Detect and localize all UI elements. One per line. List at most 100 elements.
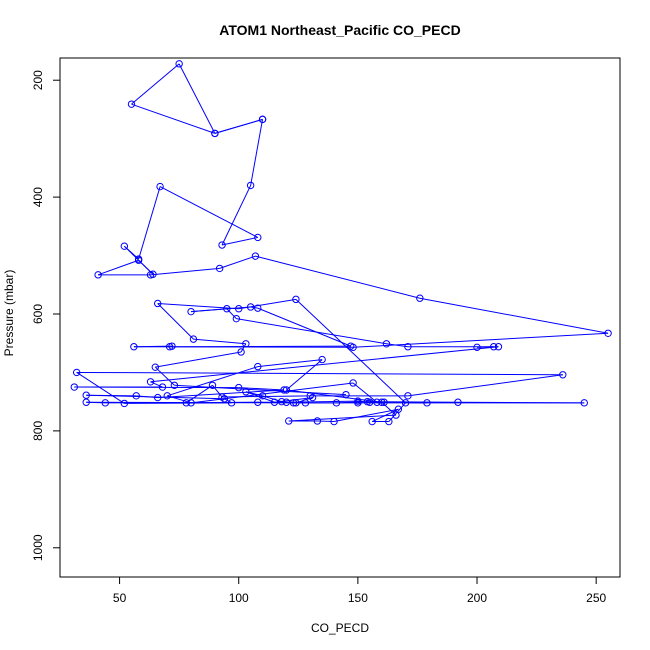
data-point (251, 252, 260, 260)
data-point (454, 398, 462, 406)
data-point (490, 343, 498, 351)
series-line-segment (236, 318, 387, 345)
data-point (368, 417, 376, 426)
series-line-segment (333, 408, 399, 423)
data-point (72, 368, 81, 377)
data-point (494, 343, 503, 351)
series-line-segment (352, 382, 378, 403)
data-point (354, 397, 362, 405)
y-axis-label: Pressure (mbar) (2, 270, 16, 357)
y-tick-label: 200 (31, 70, 45, 90)
series-line-segment (257, 359, 323, 368)
data-point (380, 398, 388, 406)
series-line-segment (221, 236, 258, 246)
data-point (559, 371, 567, 379)
x-tick-label: 150 (348, 591, 368, 605)
data-point (254, 304, 262, 312)
data-point (258, 392, 267, 400)
series-line-segment (76, 371, 563, 376)
data-point (254, 398, 262, 406)
series-line-segment (317, 420, 335, 423)
data-point (82, 398, 90, 406)
data-point (292, 295, 300, 304)
data-point (280, 386, 288, 394)
data-point (246, 303, 255, 311)
data-point (120, 399, 129, 408)
x-tick-label: 100 (229, 591, 249, 605)
series-line-segment (131, 103, 216, 134)
data-point (175, 60, 183, 68)
data-point (187, 399, 195, 407)
data-point (473, 343, 481, 352)
series-line-segment (178, 63, 216, 134)
data-point (382, 340, 391, 348)
series-line-segment (214, 118, 263, 134)
series-line-segment (138, 186, 161, 260)
data-point (132, 392, 140, 400)
data-point (223, 305, 231, 313)
series-line-segment (150, 346, 499, 383)
data-point (235, 383, 243, 392)
y-tick-label: 800 (31, 421, 45, 441)
y-tick-label: 400 (31, 187, 45, 207)
data-point (158, 383, 167, 391)
data-point (215, 264, 224, 273)
data-point (285, 417, 293, 425)
data-point (242, 340, 250, 348)
data-point (187, 307, 195, 316)
data-point (246, 181, 255, 190)
data-point (270, 398, 279, 406)
data-point (218, 393, 226, 401)
series-line-segment (238, 387, 285, 391)
data-point (156, 182, 164, 191)
series-line-segment (286, 359, 323, 391)
data-point (134, 256, 143, 264)
series-line-segment (407, 374, 563, 397)
x-axis-label: CO_PECD (311, 621, 369, 635)
data-point (154, 393, 162, 402)
data-point (208, 381, 217, 389)
data-point (282, 386, 291, 394)
data-point (70, 383, 78, 391)
series-line-segment (86, 394, 225, 400)
data-point (347, 342, 355, 350)
series-line-segment (257, 307, 351, 347)
data-point (120, 242, 129, 250)
data-point (604, 329, 612, 337)
data-point (254, 233, 262, 242)
data-point (94, 271, 102, 279)
data-point (242, 388, 250, 396)
data-point (308, 393, 317, 402)
series-line-segment (295, 299, 406, 404)
y-tick-label: 1000 (31, 534, 45, 561)
data-point (154, 299, 162, 308)
series-line-segment (193, 338, 246, 345)
y-axis: 200 400 600 800 1000 (31, 70, 61, 561)
series-line-segment (169, 345, 351, 348)
series-line-segment (240, 343, 247, 353)
data-point (301, 399, 310, 407)
chart-title: ATOM1 Northeast_Pacific CO_PECD (219, 22, 460, 38)
series-line-segment (167, 366, 258, 397)
data-point (227, 399, 236, 407)
data-point (401, 399, 410, 407)
series-line-segment (245, 391, 275, 403)
data-point (313, 417, 322, 425)
series-line-segment (250, 119, 264, 186)
data-point (404, 343, 412, 351)
data-point (165, 343, 174, 351)
data-point (306, 392, 314, 400)
data-point (282, 398, 291, 406)
data-point (146, 271, 155, 279)
data-point (318, 355, 326, 364)
data-point (330, 417, 338, 426)
series-line-segment (154, 366, 175, 386)
plot-frame (59, 57, 621, 578)
data-point (332, 399, 341, 407)
series-line-segment (157, 303, 194, 340)
data-point (385, 417, 393, 426)
series-line-segment (286, 400, 358, 403)
data-point (258, 115, 267, 124)
data-point (373, 398, 381, 406)
data-point (101, 399, 109, 407)
